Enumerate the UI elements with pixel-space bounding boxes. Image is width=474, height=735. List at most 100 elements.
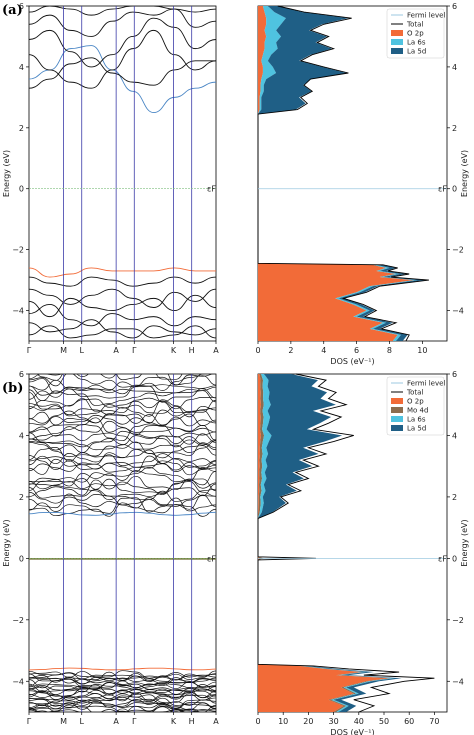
a-ytick-label: 4 [19, 63, 24, 72]
a-dos-xtick-label: 10 [417, 346, 427, 355]
a-conduction-band [29, 29, 216, 89]
a-kpoint-label: Γ [27, 346, 32, 355]
b-legend-swatch [391, 398, 403, 404]
b-conduction-band [29, 455, 216, 473]
a-dos-xlabel: DOS (eV⁻¹) [330, 357, 374, 366]
b-valence-band [29, 681, 216, 692]
a-ytick-label: 2 [19, 124, 24, 133]
b-conduction-band [29, 430, 216, 448]
a-conduction-band [29, 17, 216, 68]
a-valence-band [29, 304, 216, 327]
b-conduction-band [29, 438, 216, 453]
b-vbm-band [29, 667, 216, 671]
b-legend-label: La 6s [407, 416, 426, 424]
b-conduction-band [29, 397, 216, 414]
a-conduction-band [29, 8, 216, 37]
a-conduction-band [29, 6, 216, 16]
b-valence-band [29, 691, 216, 702]
b-conduction-band [29, 385, 216, 403]
panel-b-bands: Γ M L A Γ K H AεF −4 −2 0 2 4 6 Energy (eV) [2, 370, 219, 726]
a-legend-swatch [391, 30, 403, 36]
b-valence-band [29, 682, 216, 690]
b-legend-label: Mo 4d [407, 407, 428, 415]
a-dos-xtick-label: 6 [354, 346, 359, 355]
b-ylabel: Energy (eV) [2, 519, 11, 566]
a-fermi-marker: εF [207, 185, 216, 194]
b-kpoint-label: Γ [27, 717, 32, 726]
panel-b-label: (b) [2, 381, 23, 396]
b-valence-band [29, 698, 216, 709]
b-dos-o2p-fill [258, 374, 390, 712]
a-legend-label: La 5d [407, 48, 426, 56]
b-dos-total-line [257, 373, 435, 713]
b-conduction-band [29, 462, 216, 473]
panel-a-band-lines [29, 6, 216, 339]
b-conduction-band [29, 374, 206, 386]
b-dos-xtick-label: 0 [255, 717, 260, 726]
b-ytick-label: 0 [19, 554, 24, 563]
a-dos-xtick-label: 8 [387, 346, 392, 355]
b-valence-band [29, 694, 216, 705]
b-kpoint-label: K [171, 717, 177, 726]
a-dos-ylabel: Energy (eV) [460, 150, 469, 197]
a-dos-xtick-label: 0 [255, 346, 260, 355]
b-dos-ylabel: Energy (eV) [460, 519, 469, 566]
b-conduction-band [29, 491, 216, 507]
panel-a-bands-frame [28, 5, 217, 342]
a-kpoint-label: M [60, 346, 67, 355]
b-conduction-band [29, 384, 216, 399]
b-conduction-band [29, 441, 216, 458]
b-dos-ytick-label: 6 [452, 370, 457, 379]
b-dos-la5d-fill [258, 374, 402, 712]
a-dos-ytick-label: 6 [452, 2, 457, 11]
b-kpoint-label: M [60, 717, 67, 726]
panel-a-bands: Γ M L A Γ K H AεF −4 −2 0 2 4 6 Energy (eV) [2, 2, 219, 355]
b-conduction-band [29, 445, 216, 462]
b-valence-band [29, 683, 216, 693]
b-conduction-band [29, 487, 216, 502]
panel-b-band-lines [29, 374, 216, 712]
b-dos-xlabel: DOS (eV⁻¹) [330, 728, 374, 735]
b-dos-xtick-label: 30 [329, 717, 339, 726]
b-dos-fermi-marker: εF [438, 554, 447, 563]
b-conduction-band [29, 375, 216, 391]
b-valence-band [29, 671, 216, 681]
a-valence-band [29, 288, 216, 308]
a-legend-box [386, 8, 445, 59]
a-valence-band [29, 276, 216, 287]
b-valence-band [29, 704, 216, 712]
b-conduction-band [29, 435, 216, 451]
a-ytick-label: 0 [19, 185, 24, 194]
a-cbm-band [29, 45, 216, 114]
b-conduction-band [37, 374, 183, 381]
b-conduction-band [29, 411, 216, 426]
b-valence-band [29, 677, 216, 685]
b-conduction-band [29, 417, 216, 434]
a-dos-ytick-label: 2 [452, 124, 457, 133]
a-dos-ytick-label: −2 [452, 246, 464, 255]
b-ytick-label: −2 [12, 616, 24, 625]
a-dos-o2p-fill [258, 6, 415, 341]
b-valence-band [29, 704, 216, 712]
a-dos-ytick-label: 4 [452, 63, 457, 72]
a-kpoint-label: H [189, 346, 195, 355]
b-conduction-band [29, 453, 216, 468]
panel-a-dos: εF 0 2 4 6 8 10 DOS (eV⁻¹) −4 −2 0 2 4 6 Energy (eV) Fe… [255, 2, 469, 366]
a-kpoint-label: K [171, 346, 177, 355]
b-ytick-label: 4 [19, 431, 24, 440]
a-valence-band [29, 294, 216, 318]
a-valence-band [29, 325, 216, 339]
b-conduction-band [29, 458, 216, 476]
b-conduction-band [29, 470, 216, 487]
b-valence-band [29, 678, 216, 689]
a-valence-band [29, 319, 216, 339]
a-kpoint-label: A [213, 346, 219, 355]
b-valence-band [29, 670, 216, 679]
b-valence-band [29, 706, 216, 712]
a-ytick-label: −4 [12, 307, 24, 316]
b-conduction-band [29, 483, 216, 501]
a-kpoint-label: Γ [132, 346, 137, 355]
b-conduction-band [29, 502, 216, 517]
b-dos-xtick-label: 40 [354, 717, 364, 726]
a-legend-label: Fermi level [407, 12, 445, 20]
